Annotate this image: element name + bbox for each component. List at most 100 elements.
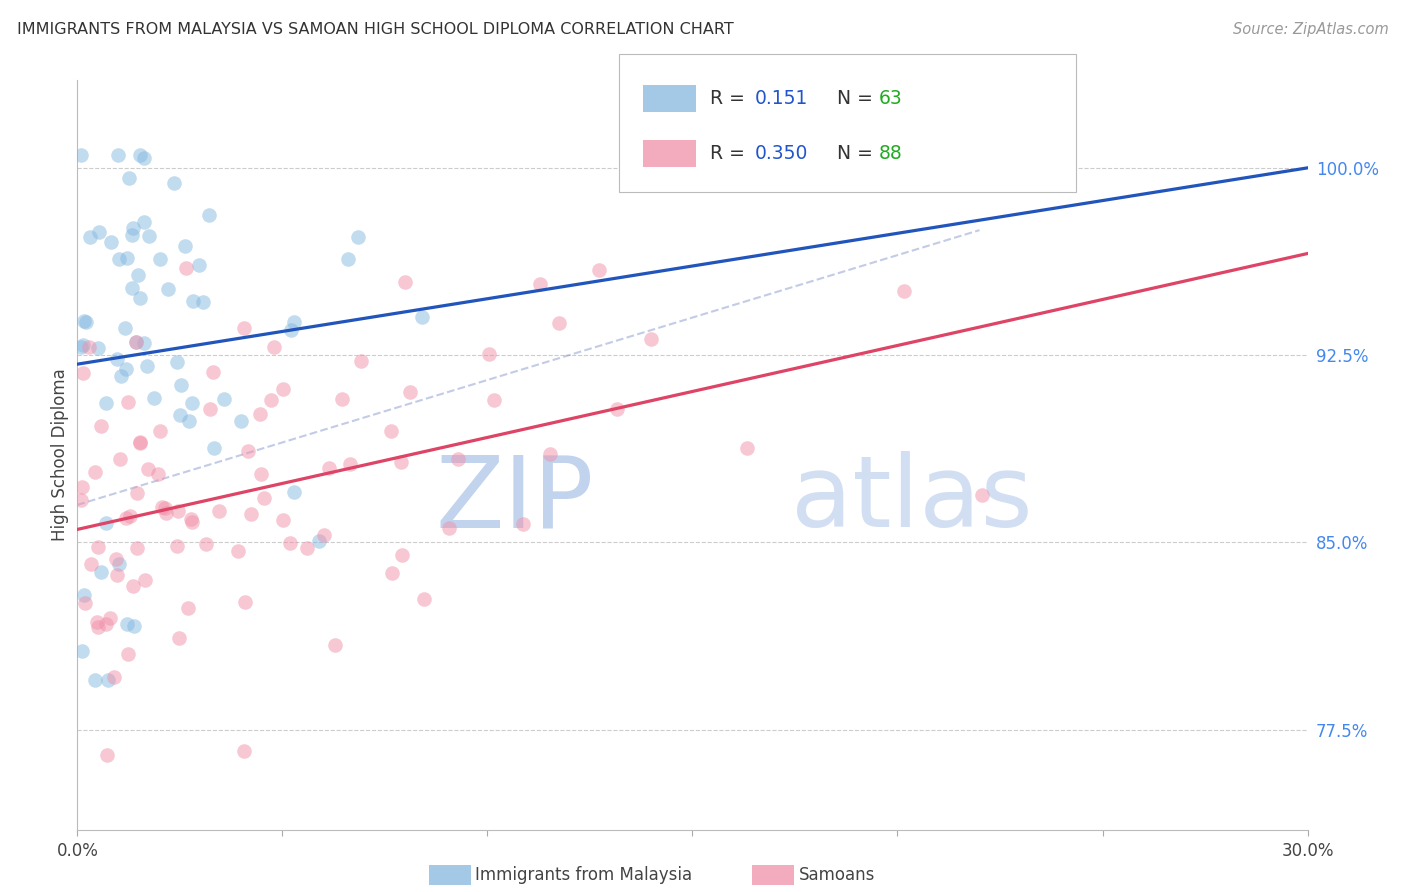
Point xyxy=(350,354,373,368)
Point xyxy=(308,533,330,548)
Point xyxy=(70,340,93,354)
Point xyxy=(735,441,758,455)
Point xyxy=(169,408,191,422)
Point xyxy=(121,579,143,593)
Text: ZIP: ZIP xyxy=(436,451,595,549)
Point xyxy=(391,548,413,562)
Point xyxy=(263,340,285,354)
Point xyxy=(233,744,256,758)
Point xyxy=(127,486,149,500)
Point xyxy=(108,557,131,571)
Point xyxy=(79,229,101,244)
Point xyxy=(73,314,96,328)
Point xyxy=(174,260,197,275)
Point xyxy=(347,229,370,244)
Point xyxy=(232,321,254,335)
Point xyxy=(231,414,253,428)
Point xyxy=(233,595,256,609)
Point xyxy=(125,335,148,350)
Point xyxy=(446,451,468,466)
Point xyxy=(239,508,262,522)
Point xyxy=(118,171,141,186)
Point xyxy=(134,573,156,587)
Point xyxy=(381,566,404,580)
Point xyxy=(155,507,177,521)
Text: Source: ZipAtlas.com: Source: ZipAtlas.com xyxy=(1233,22,1389,37)
Point xyxy=(87,620,110,634)
Point xyxy=(146,467,169,481)
Point xyxy=(118,509,141,524)
Point xyxy=(136,359,159,373)
Text: R =: R = xyxy=(710,144,751,163)
Point xyxy=(283,485,305,500)
Point xyxy=(484,392,506,407)
Point xyxy=(105,567,128,582)
Point xyxy=(143,392,166,406)
Point xyxy=(157,282,180,296)
Point xyxy=(104,551,127,566)
Point xyxy=(478,347,501,361)
Point xyxy=(72,644,94,658)
Point xyxy=(97,673,120,687)
Point xyxy=(323,638,346,652)
Point xyxy=(236,444,259,458)
Point xyxy=(149,252,172,267)
Point xyxy=(280,323,302,337)
Point xyxy=(389,455,412,469)
Point xyxy=(167,504,190,518)
Point xyxy=(166,355,188,369)
Point xyxy=(90,419,112,434)
Point xyxy=(96,516,118,530)
Point xyxy=(249,407,271,421)
Point xyxy=(125,541,148,555)
Text: 63: 63 xyxy=(879,88,903,108)
Point xyxy=(108,252,131,266)
Point xyxy=(166,540,188,554)
Point xyxy=(87,341,110,355)
Point xyxy=(271,513,294,527)
Point xyxy=(202,442,225,456)
Point xyxy=(893,285,915,299)
Text: 88: 88 xyxy=(879,144,903,163)
Point xyxy=(90,565,112,579)
Point xyxy=(330,392,353,406)
Point xyxy=(87,225,110,239)
Point xyxy=(117,648,139,662)
Text: Samoans: Samoans xyxy=(799,866,875,884)
Point xyxy=(339,457,361,471)
Point xyxy=(136,462,159,476)
Point xyxy=(138,229,160,244)
Point xyxy=(283,315,305,329)
Point xyxy=(117,395,139,409)
Point xyxy=(94,396,117,410)
Point xyxy=(226,544,249,558)
Point xyxy=(70,492,93,507)
Point xyxy=(125,335,148,350)
Point xyxy=(202,366,225,380)
Point xyxy=(318,460,340,475)
Point xyxy=(107,148,129,162)
Text: R =: R = xyxy=(710,88,751,108)
Point xyxy=(96,616,118,631)
Point xyxy=(538,447,561,461)
Point xyxy=(198,208,221,222)
Point xyxy=(181,293,204,308)
Point xyxy=(87,541,110,555)
Point xyxy=(127,268,149,282)
Point xyxy=(295,541,318,556)
Point xyxy=(180,511,202,525)
Point xyxy=(970,488,993,502)
Point xyxy=(122,619,145,633)
Point xyxy=(134,151,156,165)
Point xyxy=(115,511,138,525)
Point xyxy=(411,310,433,325)
Point xyxy=(84,465,107,479)
Point xyxy=(273,382,295,396)
Point xyxy=(170,378,193,392)
Point xyxy=(75,315,97,329)
Point xyxy=(512,517,534,532)
Point xyxy=(129,435,152,450)
Point xyxy=(260,393,283,408)
Point xyxy=(110,369,132,384)
Point xyxy=(606,401,628,416)
